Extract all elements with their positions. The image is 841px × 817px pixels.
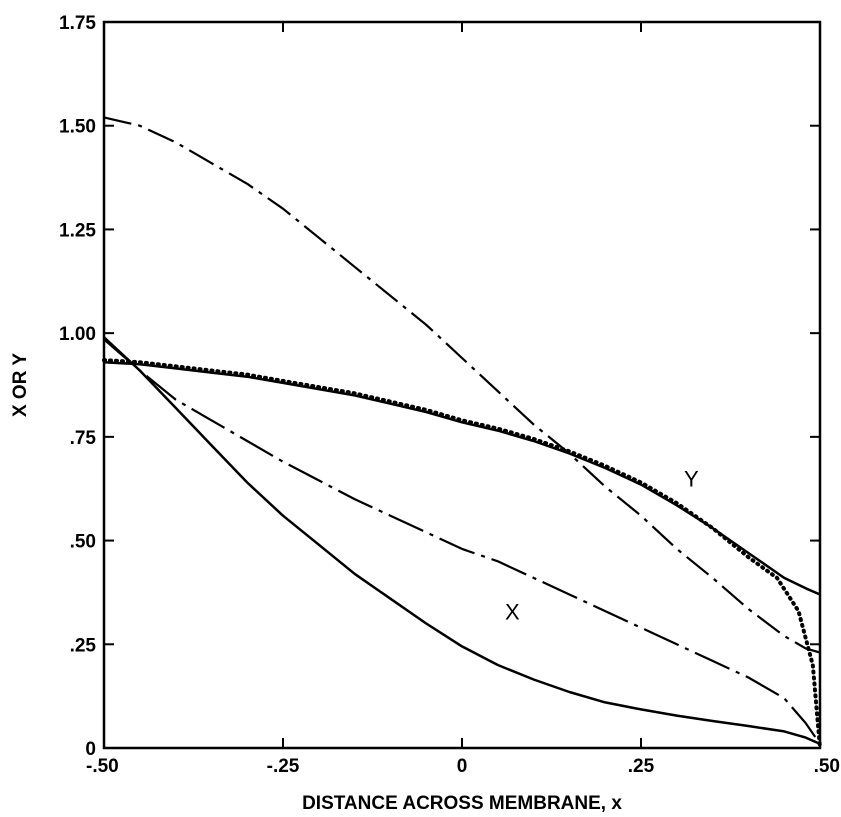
y-tick-label: .25 bbox=[70, 635, 97, 656]
y-tick-label: .50 bbox=[70, 532, 96, 553]
y-axis-title: X OR Y bbox=[10, 353, 31, 417]
x-tick-label: .50 bbox=[814, 756, 840, 777]
x-tick-label: -.25 bbox=[267, 756, 300, 777]
plot-frame bbox=[102, 20, 822, 750]
curve-label-y: Y bbox=[684, 467, 699, 492]
series-2-line bbox=[103, 360, 821, 596]
y-tick-label: 1.50 bbox=[59, 117, 96, 138]
ticks-layer: -.50 -.25 0 .25 .50 0 .25 .50 .75 1.00 1.25 1.50 1.7… bbox=[59, 13, 840, 777]
x-tick-label: .25 bbox=[628, 756, 655, 777]
x-axis-title: DISTANCE ACROSS MEMBRANE, x bbox=[302, 793, 622, 814]
series-3-line bbox=[102, 358, 822, 750]
annotations-layer: YX bbox=[505, 467, 699, 625]
y-tick-label: 1.00 bbox=[59, 324, 96, 345]
y-tick-label: 1.25 bbox=[59, 220, 96, 241]
curve-label-x: X bbox=[505, 599, 520, 624]
y-tick-label: 0 bbox=[85, 739, 96, 760]
x-tick-label: -.50 bbox=[86, 756, 119, 777]
y-tick-label: .75 bbox=[70, 428, 97, 449]
series-4-line bbox=[103, 116, 821, 654]
x-tick-label: 0 bbox=[457, 756, 468, 777]
curves-layer bbox=[102, 116, 822, 750]
y-tick-label: 1.75 bbox=[59, 13, 96, 34]
series-5-line bbox=[103, 338, 821, 745]
series-1-line bbox=[103, 336, 821, 746]
